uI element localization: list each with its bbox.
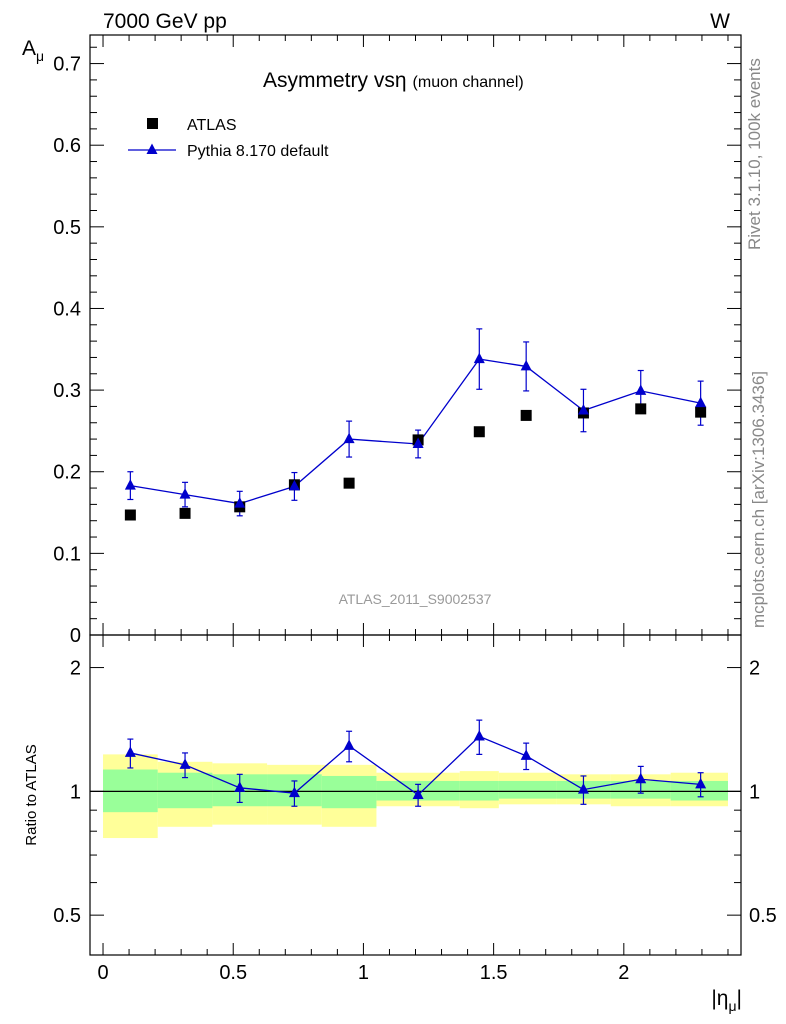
- legend-atlas-label: ATLAS: [187, 117, 237, 134]
- ratio-point: [473, 729, 485, 741]
- atlas-data-point: [695, 406, 707, 418]
- y-tick-label-upper: 0.4: [53, 298, 81, 320]
- header-process-label: 7000 GeV pp: [103, 10, 227, 33]
- atlas-data-point: [124, 509, 136, 521]
- ratio-point: [695, 777, 707, 789]
- x-tick-label: 0: [97, 962, 108, 984]
- atlas-data-point: [343, 477, 355, 489]
- y-tick-label-lower-right: 0.5: [749, 905, 777, 927]
- atlas-data-point: [179, 507, 191, 519]
- lower-y-tick-labels: 0.5 0.5 1 1 2 2: [53, 658, 777, 928]
- analysis-label: ATLAS_2011_S9002537: [339, 591, 492, 607]
- ratio-point: [412, 788, 424, 799]
- ratio-point: [124, 746, 136, 757]
- data-markers: [124, 403, 707, 521]
- atlas-data-point: [520, 409, 532, 421]
- mc-point: [179, 488, 191, 499]
- y-tick-label-upper: 0.1: [53, 543, 81, 565]
- y-tick-label-lower-right: 1: [749, 781, 760, 803]
- mc-point: [234, 497, 246, 508]
- band-inner: [459, 780, 499, 801]
- mc-point: [577, 404, 589, 415]
- legend: ATLAS Pythia 8.170 default: [128, 117, 329, 160]
- mc-error-bars: [127, 328, 704, 517]
- mc-point: [473, 352, 485, 364]
- ratio-point: [288, 786, 300, 798]
- ratio-mc-markers: [124, 729, 707, 799]
- y-tick-label-upper: 0.2: [53, 462, 81, 484]
- mc-point: [412, 437, 424, 448]
- y-tick-label-lower-left: 0.5: [53, 905, 81, 927]
- y-tick-label-upper: 0.3: [53, 380, 81, 402]
- ratio-mc-error-bars: [127, 719, 704, 807]
- lower-y-axis-label: Ratio to ATLAS: [23, 744, 40, 845]
- mc-point: [343, 432, 355, 444]
- atlas-data-point: [473, 426, 485, 438]
- x-axis-label: |ημ|: [711, 987, 742, 1014]
- ratio-point: [635, 772, 647, 784]
- band-inner: [157, 772, 213, 809]
- ratio-point: [343, 739, 355, 750]
- lower-frame: [89, 634, 742, 956]
- x-tick-label: 0.5: [219, 962, 247, 984]
- y-tick-label-upper: 0: [70, 625, 81, 647]
- mc-line: [130, 358, 701, 505]
- x-tick-label: 2: [618, 962, 629, 984]
- mc-point: [124, 479, 136, 490]
- y-tick-label-lower-right: 2: [749, 658, 760, 680]
- legend-mc-label: Pythia 8.170 default: [187, 143, 329, 160]
- mc-point: [695, 396, 707, 408]
- ratio-point: [520, 749, 532, 760]
- y-tick-label-upper: 0.7: [53, 54, 81, 76]
- y-tick-label-lower-left: 1: [70, 781, 81, 803]
- upper-y-axis-label: Aμ: [22, 37, 44, 64]
- band-inner: [498, 780, 557, 799]
- band-inner: [321, 775, 377, 809]
- upper-y-tick-labels: 0 0.1 0.2 0.3 0.4 0.5 0.6 0.7: [53, 54, 81, 647]
- y-tick-label-lower-left: 2: [70, 658, 81, 680]
- legend-mc-marker: [146, 143, 158, 154]
- mc-point: [520, 359, 532, 371]
- ratio-point: [577, 783, 589, 794]
- y-tick-label-upper: 0.6: [53, 135, 81, 157]
- atlas-data-point: [635, 403, 647, 415]
- mc-polyline: [130, 358, 701, 505]
- rivet-version-label: Rivet 3.1.10, 100k events: [745, 58, 764, 250]
- x-tick-label: 1: [358, 962, 369, 984]
- mcplots-label: mcplots.cern.ch [arXiv:1306.3436]: [749, 371, 768, 628]
- legend-atlas-marker: [147, 118, 158, 129]
- upper-axis-ticks: [90, 35, 741, 636]
- band-inner: [670, 780, 728, 801]
- mc-point: [635, 384, 647, 395]
- x-tick-labels: 0 0.5 1 1.5 2: [97, 962, 629, 984]
- header-boson-label: W: [710, 10, 730, 33]
- y-tick-label-upper: 0.5: [53, 217, 81, 239]
- mc-markers: [124, 352, 707, 508]
- x-tick-label: 1.5: [480, 962, 508, 984]
- mc-point: [288, 479, 300, 491]
- plot-title: Asymmetry vsη (muon channel): [263, 69, 524, 92]
- ratio-point: [234, 781, 246, 792]
- ratio-point: [179, 758, 191, 769]
